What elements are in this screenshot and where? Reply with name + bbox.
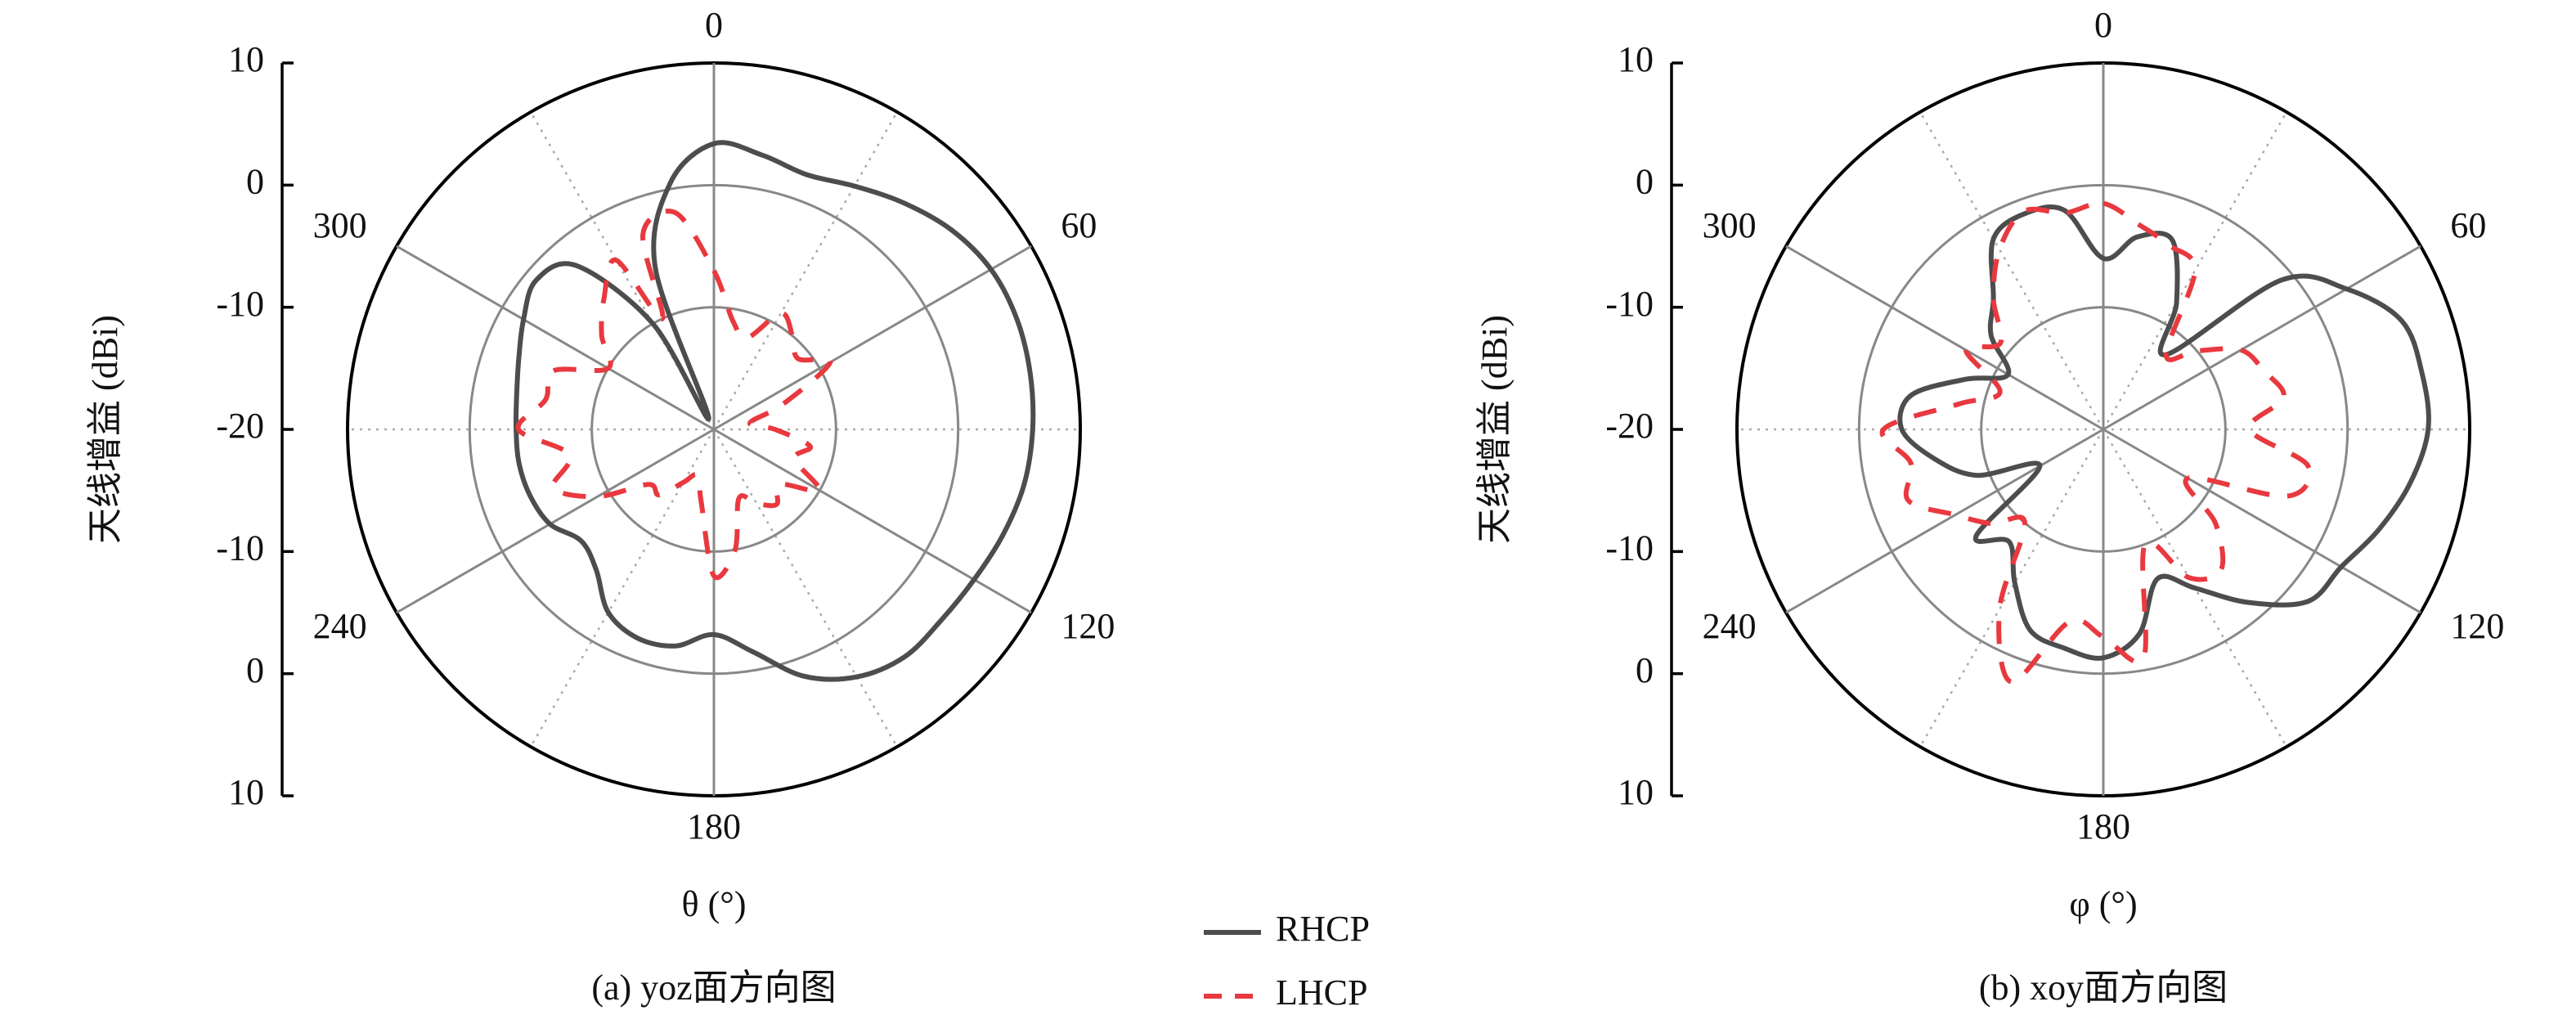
r-tick-label: 0 xyxy=(1636,161,1654,201)
series-line xyxy=(515,209,833,581)
minor-spoke xyxy=(1919,429,2105,748)
minor-spoke xyxy=(712,429,899,748)
spoke xyxy=(1785,428,2104,614)
spoke xyxy=(396,245,715,431)
r-tick-label: 0 xyxy=(246,650,264,690)
spoke xyxy=(2103,245,2421,431)
minor-spoke xyxy=(2102,111,2288,430)
r-tick-label: -10 xyxy=(1605,284,1654,324)
theta-tick-label: 60 xyxy=(2450,205,2486,245)
theta-tick-label: 120 xyxy=(1061,606,1115,646)
spoke xyxy=(713,245,1032,431)
theta-tick-label: 0 xyxy=(705,5,723,45)
r-tick-label: 10 xyxy=(1618,39,1654,79)
theta-tick-label: 240 xyxy=(313,606,367,646)
theta-tick-label: 60 xyxy=(1061,205,1097,245)
r-tick-label: -10 xyxy=(216,528,264,568)
spoke xyxy=(396,428,715,614)
r-tick-label: -20 xyxy=(216,406,264,446)
legend-label: LHCP xyxy=(1276,972,1367,1013)
r-tick-label: 0 xyxy=(246,161,264,201)
theta-tick-label: 300 xyxy=(313,205,367,245)
spoke xyxy=(2103,428,2421,614)
r-tick-label: 0 xyxy=(1636,650,1654,690)
spoke xyxy=(713,428,1032,614)
series-line xyxy=(513,140,1036,682)
r-tick-label: -20 xyxy=(1605,406,1654,446)
r-tick-label: 10 xyxy=(1618,772,1654,812)
theta-tick-label: 0 xyxy=(2094,5,2112,45)
series-line xyxy=(1897,204,2431,661)
x-axis-label: θ (°) xyxy=(682,884,747,924)
theta-tick-label: 180 xyxy=(687,806,741,847)
theta-tick-label: 240 xyxy=(1703,606,1757,646)
legend-label: RHCP xyxy=(1276,909,1370,949)
series-line xyxy=(1879,200,2313,685)
theta-tick-label: 120 xyxy=(2450,606,2504,646)
minor-spoke xyxy=(712,111,899,430)
r-tick-label: 10 xyxy=(228,39,264,79)
theta-tick-label: 180 xyxy=(2076,806,2130,847)
caption: (a) yoz面方向图 xyxy=(591,968,836,1008)
r-tick-label: 10 xyxy=(228,772,264,812)
spoke xyxy=(1785,245,2104,431)
y-axis-label: 天线增益 (dBi) xyxy=(1474,315,1515,544)
y-axis-label: 天线增益 (dBi) xyxy=(85,315,125,544)
theta-tick-label: 300 xyxy=(1703,205,1757,245)
r-tick-label: -10 xyxy=(1605,528,1654,568)
r-tick-label: -10 xyxy=(216,284,264,324)
caption: (b) xoy面方向图 xyxy=(1979,968,2228,1008)
x-axis-label: φ (°) xyxy=(2069,884,2137,924)
